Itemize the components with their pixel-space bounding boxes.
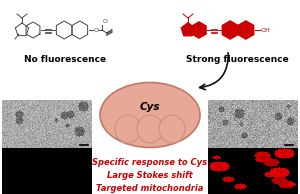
Text: O: O <box>94 28 99 33</box>
Polygon shape <box>238 21 254 39</box>
Ellipse shape <box>137 115 163 143</box>
Text: Cys: Cys <box>140 102 160 112</box>
Text: Strong fluorescence: Strong fluorescence <box>186 55 288 64</box>
Polygon shape <box>181 23 195 36</box>
Text: Targeted mitochondria: Targeted mitochondria <box>96 184 204 193</box>
Ellipse shape <box>115 115 141 143</box>
Text: O: O <box>102 19 107 24</box>
Polygon shape <box>222 21 238 39</box>
Ellipse shape <box>100 82 200 147</box>
Text: No fluorescence: No fluorescence <box>24 55 106 64</box>
Ellipse shape <box>159 115 185 143</box>
Polygon shape <box>192 22 206 38</box>
Text: Large Stokes shift: Large Stokes shift <box>107 171 193 180</box>
Text: Specific response to Cys: Specific response to Cys <box>92 158 208 167</box>
Text: OH: OH <box>260 28 270 33</box>
